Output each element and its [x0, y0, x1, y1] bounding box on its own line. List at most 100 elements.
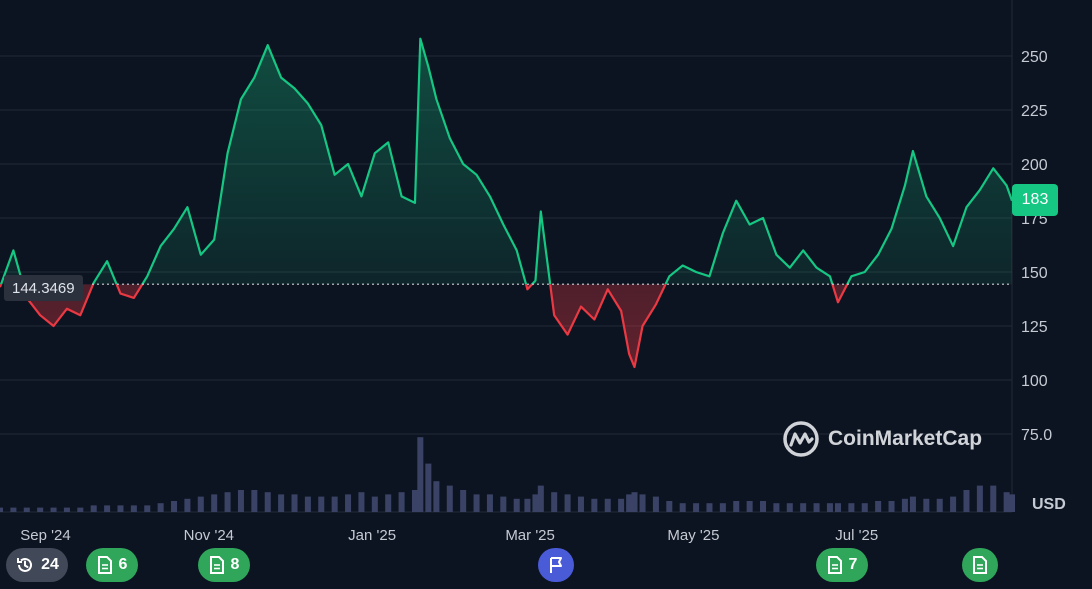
volume-bar: [425, 463, 432, 512]
volume-bar: [693, 503, 700, 512]
news-badge-count: 8: [230, 556, 240, 573]
volume-bar: [746, 501, 753, 512]
volume-bar: [639, 494, 646, 512]
news-badge-7[interactable]: 7: [816, 548, 868, 582]
volume-bar: [963, 490, 970, 512]
volume-bar: [618, 498, 625, 512]
volume-bar: [888, 501, 895, 512]
volume-bar: [104, 505, 111, 512]
volume-bar: [591, 498, 598, 512]
news-badge-count: 7: [848, 556, 858, 573]
volume-bar: [331, 496, 338, 512]
volume-bar: [826, 503, 833, 512]
volume-bar: [500, 496, 507, 512]
up-area-fill: [1, 38, 1012, 285]
volume-bar: [23, 507, 30, 512]
volume-bar: [318, 496, 325, 512]
volume-bar: [278, 494, 285, 512]
x-tick-label: Jan '25: [348, 527, 396, 544]
history-badge[interactable]: 24: [6, 548, 68, 582]
volume-bar: [50, 507, 57, 512]
volume-bar: [63, 507, 70, 512]
volume-bar: [251, 490, 258, 512]
volume-bar: [679, 503, 686, 512]
volume-bar: [345, 494, 352, 512]
volume-bar: [848, 503, 855, 512]
volume-bar: [171, 501, 178, 512]
volume-bar: [532, 494, 539, 512]
volume-bar: [358, 492, 365, 512]
volume-bar: [773, 503, 780, 512]
y-tick-label: 75.0: [1021, 427, 1052, 444]
volume-bar: [733, 501, 740, 512]
volume-bar: [551, 492, 558, 512]
news-badge-6[interactable]: 6: [86, 548, 138, 582]
volume-bar: [371, 496, 378, 512]
y-tick-label: 150: [1021, 265, 1048, 282]
volume-bar: [211, 494, 218, 512]
volume-bar: [524, 498, 531, 512]
y-tick-label: 200: [1021, 157, 1048, 174]
volume-bar: [834, 503, 841, 512]
volume-bar: [411, 490, 418, 512]
volume-bar: [486, 494, 493, 512]
event-flag-badge[interactable]: [538, 548, 574, 582]
x-axis: Sep '24 Nov '24 Jan '25 Mar '25 May '25 Jul '…: [20, 527, 878, 544]
volume-bar: [604, 498, 611, 512]
volume-bar: [77, 507, 84, 512]
document-icon: [209, 556, 224, 574]
volume-bar: [652, 496, 659, 512]
price-line-up: [0, 37, 1012, 285]
volume-bar: [385, 494, 392, 512]
volume-bar: [706, 503, 713, 512]
volume-bar: [37, 507, 44, 512]
news-badge-8[interactable]: 8: [198, 548, 250, 582]
volume-bar: [1003, 492, 1010, 512]
volume-bar: [0, 507, 3, 512]
volume-bar: [537, 485, 544, 512]
volume-bar: [631, 492, 638, 512]
y-tick-label: 100: [1021, 373, 1048, 390]
volume-bar: [577, 496, 584, 512]
price-line: [0, 37, 1012, 369]
volume-bar: [10, 507, 17, 512]
watermark-text: CoinMarketCap: [828, 427, 983, 450]
coinmarketcap-logo-icon: [783, 421, 819, 457]
reference-price-label: 144.3469: [4, 275, 83, 301]
document-icon: [827, 556, 842, 574]
volume-bar: [861, 503, 868, 512]
volume-bar: [786, 503, 793, 512]
volume-bar: [473, 494, 480, 512]
volume-bar: [237, 490, 244, 512]
coinmarketcap-watermark: CoinMarketCap: [782, 420, 982, 458]
volume-bar: [875, 501, 882, 512]
volume-bar: [923, 498, 930, 512]
y-tick-label: 225: [1021, 103, 1048, 120]
volume-bar: [157, 503, 164, 512]
volume-bar: [264, 492, 271, 512]
volume-bar: [417, 437, 424, 512]
volume-bar: [1009, 494, 1015, 512]
down-area-fill: [0, 284, 1012, 368]
volume-bar: [304, 496, 311, 512]
news-badge-single[interactable]: [962, 548, 998, 582]
volume-bar: [291, 494, 298, 512]
volume-bar: [976, 485, 983, 512]
history-icon: [17, 557, 33, 572]
volume-bar: [666, 501, 673, 512]
volume-bar: [564, 494, 571, 512]
volume-bar: [117, 505, 124, 512]
currency-label: USD: [1032, 496, 1066, 513]
volume-bar: [800, 503, 807, 512]
current-price-label: 183: [1012, 184, 1058, 216]
volume-bar: [950, 496, 957, 512]
y-tick-label: 250: [1021, 49, 1048, 66]
volume-bar: [513, 498, 520, 512]
volume-bar: [901, 498, 908, 512]
volume-bar: [990, 485, 997, 512]
x-tick-label: Nov '24: [184, 527, 234, 544]
news-badge-count: 6: [118, 556, 128, 573]
volume-bar: [460, 490, 467, 512]
